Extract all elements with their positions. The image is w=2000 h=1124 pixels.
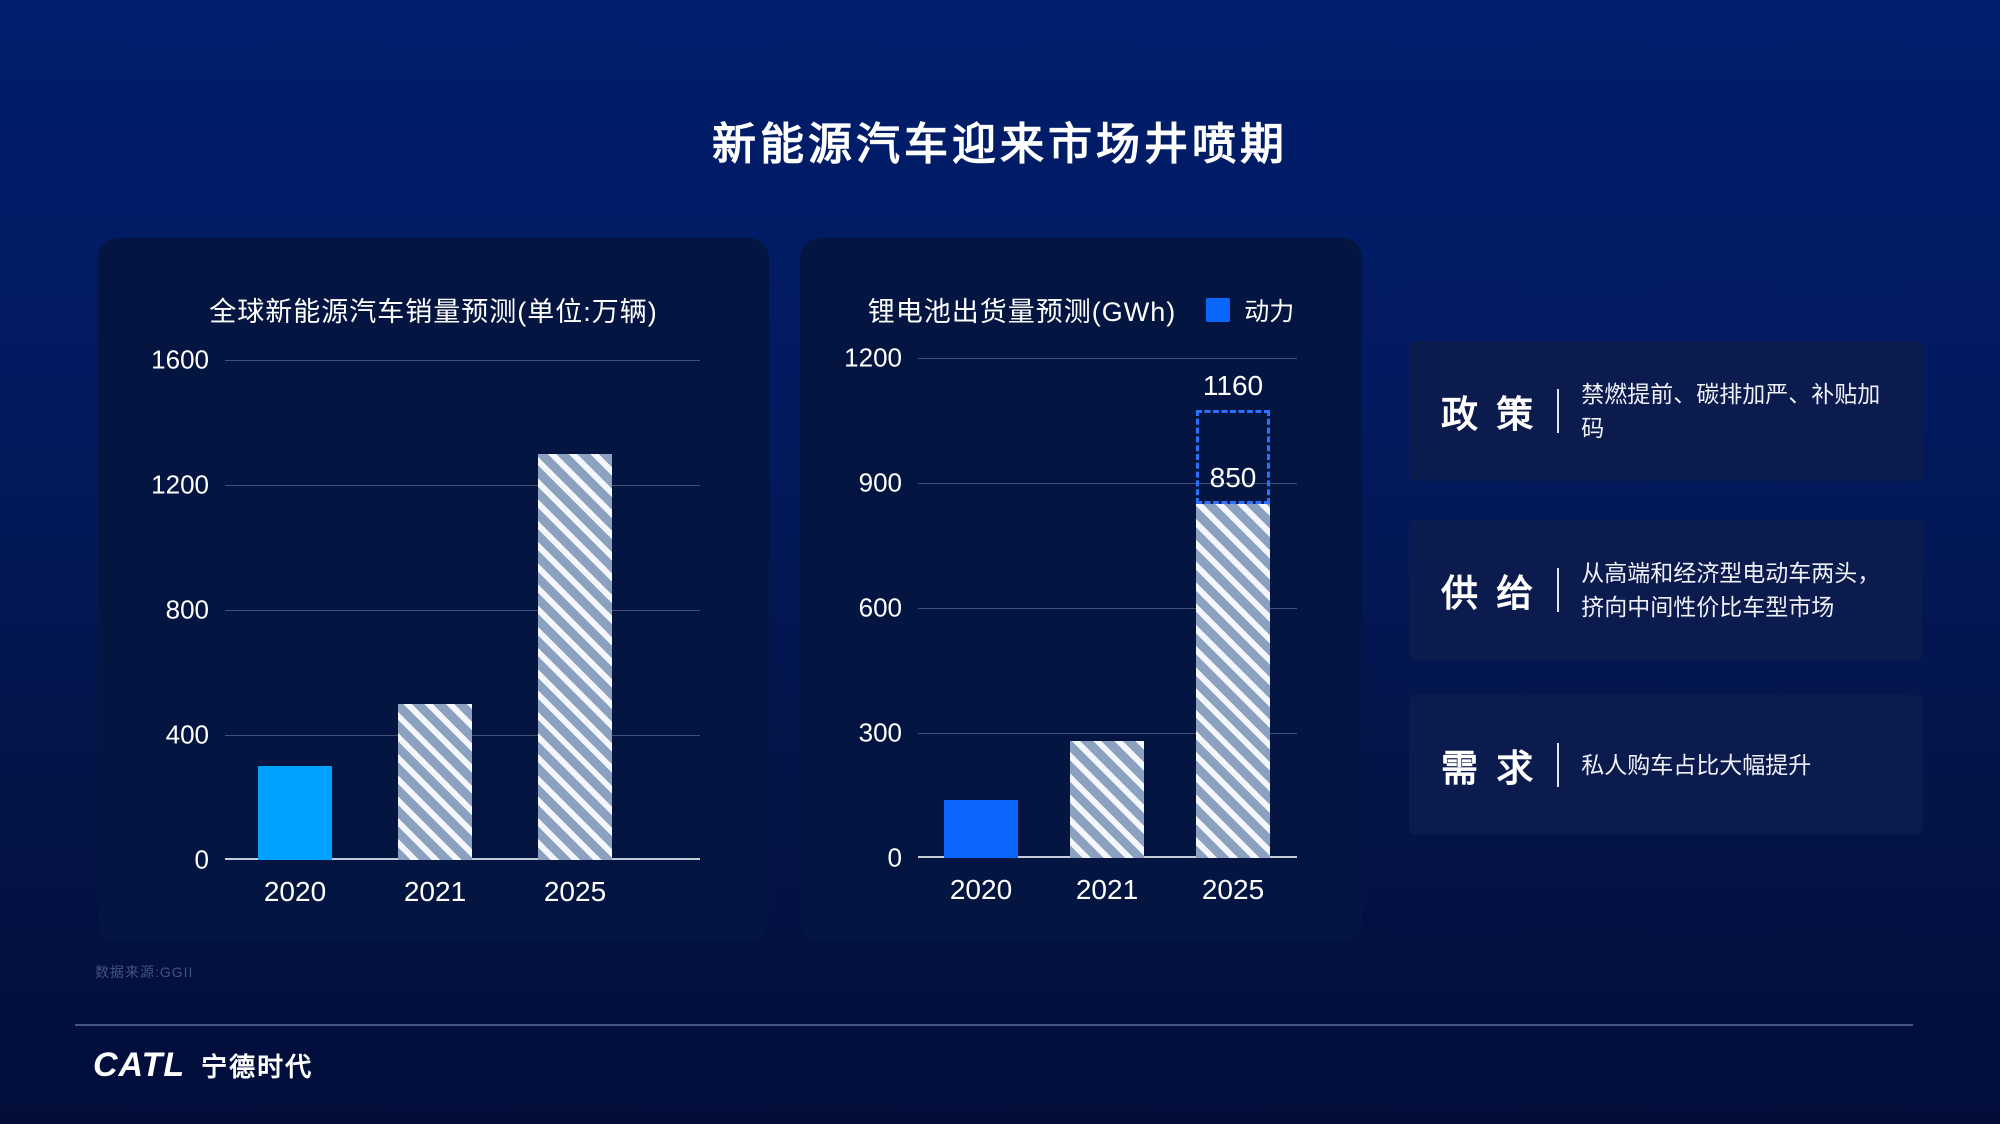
insight-divider [1557,743,1560,787]
slide-title: 新能源汽车迎来市场井喷期 [712,120,1288,169]
bar-2020 [258,766,332,860]
legend-swatch [1206,297,1231,322]
ev-sales-chart-header: 全球新能源汽车销量预测(单位:万辆) [98,290,769,329]
ev-sales-plot: 0 400 800 1200 1600 2020 2021 2025 [151,345,700,907]
y-axis-tick-label: 800 [165,594,209,625]
footer-divider [75,1024,1913,1026]
gridline [918,733,1297,734]
insight-card-supply: 供 给 从高端和经济型电动车两头， 挤向中间性价比车型市场 [1409,520,1923,660]
y-axis-tick-label: 400 [165,719,209,750]
legend-label: 动力 [1244,297,1295,326]
ev-sales-chart-title: 全球新能源汽车销量预测(单位:万辆) [209,297,658,327]
y-axis-tick-label: 600 [858,592,902,623]
legend: 动力 [1206,292,1294,328]
battery-chart-header: 锂电池出货量预测(GWh) 动力 [800,290,1362,329]
logo-chinese-text: 宁德时代 [201,1052,314,1082]
bar-2025 [538,453,612,860]
bar-value-label: 850 [1209,461,1257,493]
gridline [918,608,1297,609]
x-axis-label: 2020 [949,874,1013,905]
insight-title-demand: 需 求 [1441,748,1538,789]
battery-chart-title: 锂电池出货量预测(GWh) [867,297,1177,327]
gridline [918,358,1297,359]
gridline [225,485,700,486]
bar-2021 [1070,741,1144,858]
y-axis-tick-label: 1600 [151,344,209,375]
bar-2021 [398,703,472,860]
insight-title-policy: 政 策 [1441,394,1538,435]
y-axis-tick-label: 300 [858,717,902,748]
x-axis-label: 2021 [1075,874,1139,905]
insight-card-demand: 需 求 私人购车占比大幅提升 [1409,695,1923,835]
bar-2020 [944,799,1018,858]
battery-shipment-chart-card: 锂电池出货量预测(GWh) 动力 0 300 600 900 1200 2020 2021 2… [800,238,1362,942]
gridline [225,610,700,611]
projection-dashed-box [1196,410,1270,504]
insight-title-supply: 供 给 [1441,573,1538,614]
ev-sales-chart-card: 全球新能源汽车销量预测(单位:万辆) 0 400 800 1200 1600 2020 20… [98,238,769,942]
y-axis-tick-label: 900 [858,467,902,498]
x-axis-label: 2025 [1201,874,1265,905]
battery-shipment-plot: 0 300 600 900 1200 2020 2021 2025 1160 850 [844,343,1297,905]
y-axis-tick-label: 1200 [844,342,902,373]
catl-logo: CATL 宁德时代 [93,1046,313,1085]
data-source: 数据来源:GGII [95,964,194,980]
bar-2025 [1196,503,1270,858]
insight-divider [1557,568,1560,612]
y-axis-tick-label: 0 [194,844,209,875]
insight-desc-supply: 从高端和经济型电动车两头， 挤向中间性价比车型市场 [1581,559,1881,621]
insight-divider [1557,389,1560,433]
x-axis-label: 2025 [543,876,607,907]
y-axis-tick-label: 1200 [151,469,209,500]
gridline [918,483,1297,484]
x-axis-label: 2020 [263,876,327,907]
insight-desc-policy: 禁燃提前、碳排加严、补贴加码 [1581,380,1881,442]
projection-value-label: 1160 [1202,370,1264,401]
insight-card-policy: 政 策 禁燃提前、碳排加严、补贴加码 [1409,341,1923,481]
y-axis-tick-label: 0 [887,842,902,873]
insight-desc-demand: 私人购车占比大幅提升 [1581,751,1812,778]
gridline [225,360,700,361]
x-axis-label: 2021 [403,876,467,907]
logo-catl-text: CATL [93,1046,186,1084]
